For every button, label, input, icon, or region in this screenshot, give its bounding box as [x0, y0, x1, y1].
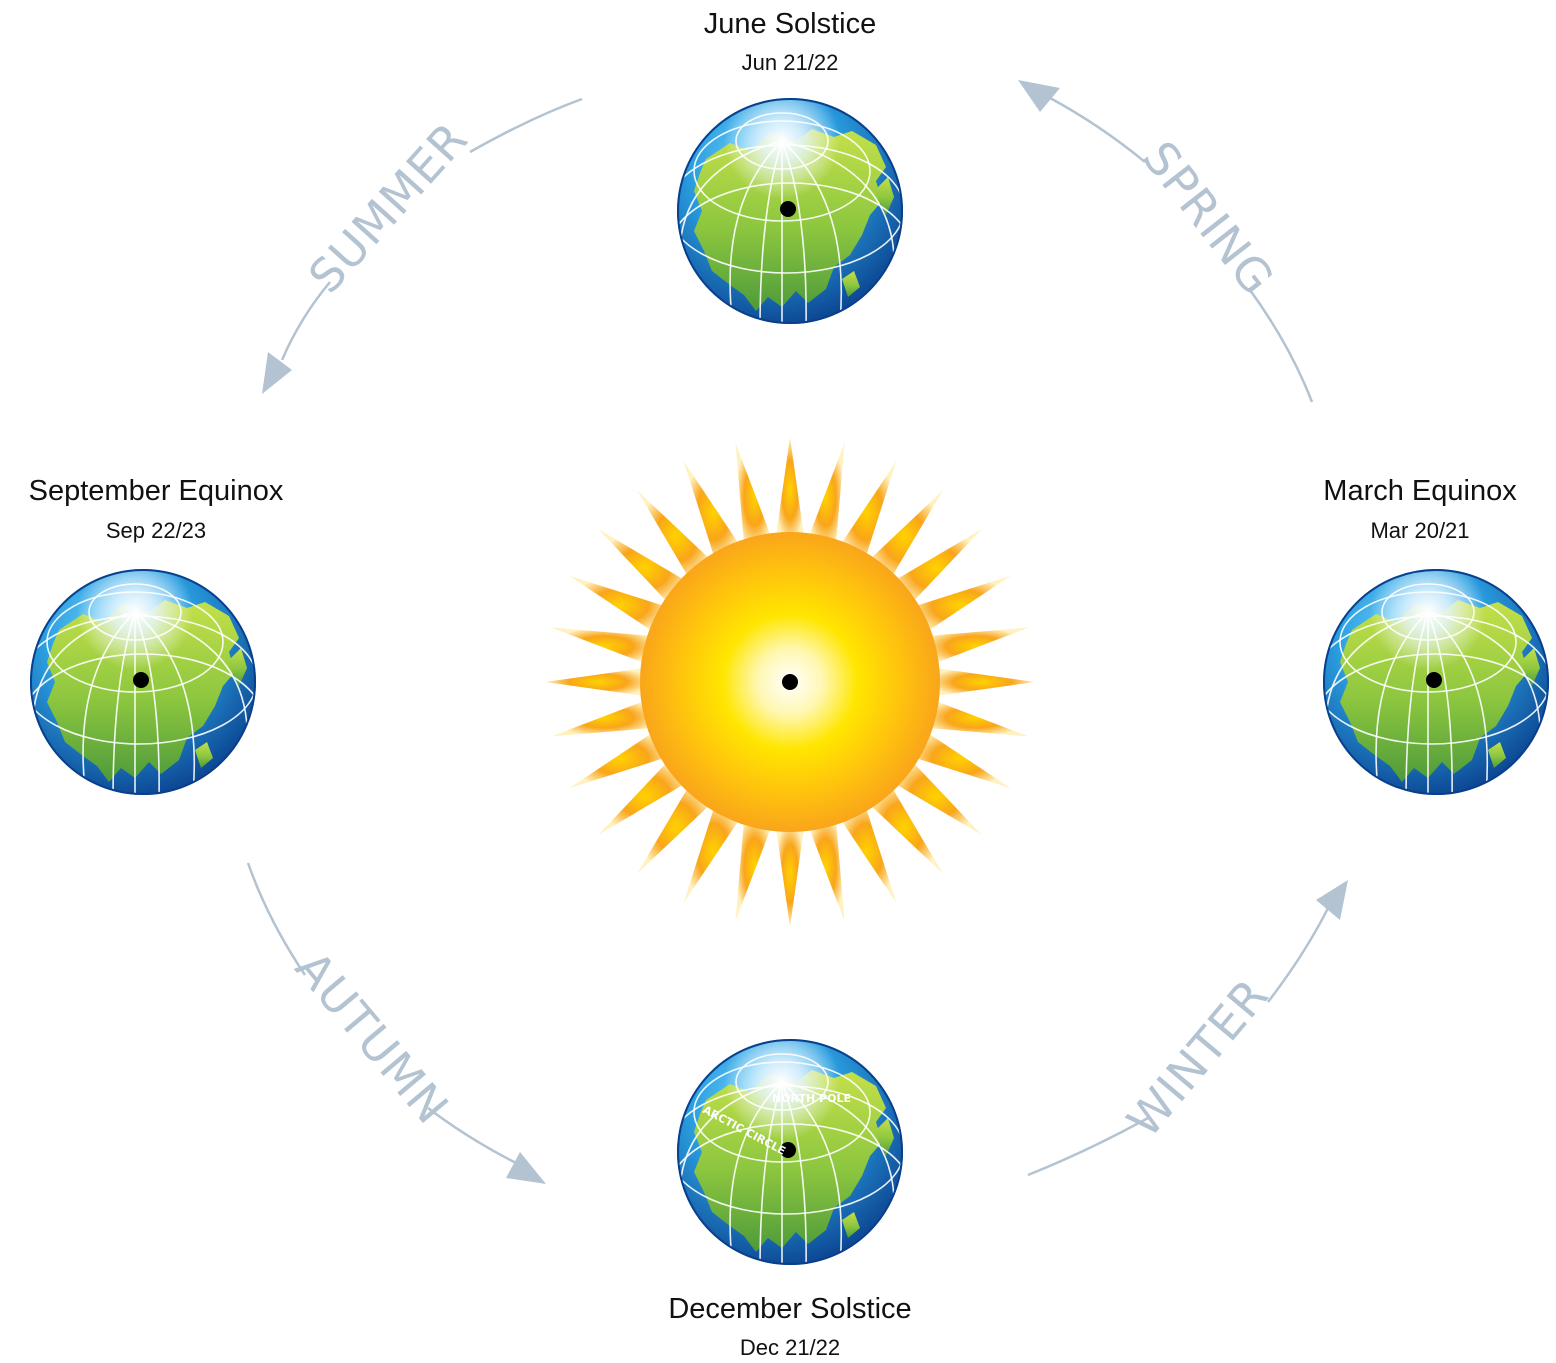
spring-arrow-upper	[1049, 96, 1146, 163]
earth-globe-icon	[668, 83, 912, 331]
june-solstice-date: Jun 21/22	[742, 50, 839, 75]
sun-ray	[598, 529, 691, 607]
autumn-arrowhead	[506, 1152, 546, 1184]
sun-ray	[551, 627, 658, 666]
arrowheads	[262, 80, 1348, 1184]
season-label-autumn: AUTUMN	[285, 941, 459, 1134]
sun-rays	[545, 437, 1035, 927]
sun-ray	[922, 698, 1029, 737]
sun-ray	[637, 490, 715, 583]
summer-arrowhead	[262, 352, 292, 394]
season-label-summer: SUMMER	[298, 111, 478, 303]
sun-ray	[836, 461, 897, 564]
september-equinox-title: September Equinox	[29, 475, 284, 507]
sun-ray	[889, 757, 982, 835]
sun-ray	[735, 443, 774, 550]
globe-september	[21, 554, 265, 802]
autumn-arrow-lower	[427, 1107, 521, 1167]
earth-globe-icon	[1314, 554, 1556, 802]
sun-ray	[865, 490, 943, 583]
sun-ray	[806, 443, 845, 550]
sun-ray	[889, 529, 982, 607]
spring-arrow-lower	[1248, 289, 1314, 403]
sun-center-dot	[782, 674, 798, 690]
sun-ray	[735, 814, 774, 921]
sun-ray	[551, 698, 658, 737]
winter-arrow-upper	[1267, 899, 1334, 1003]
season-label-spring: SPRING	[1132, 131, 1284, 305]
orbit-arrows	[246, 96, 1334, 1177]
spring-arrowhead	[1018, 80, 1060, 112]
sun-ray	[637, 781, 715, 874]
summer-arrow-upper	[469, 97, 583, 154]
sun-ray	[908, 728, 1011, 789]
sun-ray	[775, 821, 805, 927]
globe-march	[1314, 554, 1556, 802]
december-solstice-title: December Solstice	[668, 1293, 911, 1325]
winter-arrow-lower	[1027, 1116, 1149, 1177]
sun-ray	[929, 667, 1035, 697]
march-equinox-date: Mar 20/21	[1370, 518, 1469, 543]
sun	[545, 437, 1035, 927]
sun-ray	[683, 800, 744, 903]
autumn-arrow-upper	[246, 862, 307, 976]
september-equinox-date: Sep 22/23	[106, 518, 206, 543]
earth-globe-icon	[21, 554, 265, 802]
sun-ray	[569, 575, 672, 636]
march-equinox-title: March Equinox	[1323, 475, 1517, 507]
june-solstice-title: June Solstice	[704, 8, 877, 40]
winter-arrowhead	[1316, 880, 1348, 920]
sun-ray	[865, 781, 943, 874]
sun-ray	[775, 437, 805, 543]
earth-globe-icon	[668, 1024, 912, 1272]
sun-ray	[545, 667, 651, 697]
north-pole-label: NORTH POLE	[772, 1092, 851, 1105]
sun-ray	[569, 728, 672, 789]
sun-ray	[836, 800, 897, 903]
globe-december: NORTH POLE ARCTIC CIRCLE	[668, 1024, 912, 1272]
sun-ray	[922, 627, 1029, 666]
december-solstice-date: Dec 21/22	[740, 1335, 840, 1360]
sun-ray	[683, 461, 744, 564]
globe-june	[668, 83, 912, 331]
season-label-winter: WINTER	[1116, 968, 1279, 1147]
sun-ray	[806, 814, 845, 921]
summer-arrow-lower	[280, 281, 331, 361]
sun-ray	[598, 757, 691, 835]
sun-ray	[908, 575, 1011, 636]
